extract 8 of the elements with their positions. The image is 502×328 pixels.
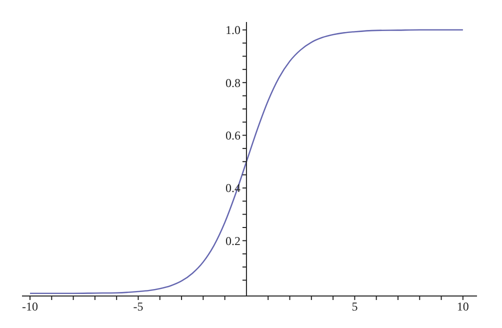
y-tick-label: 0.2 (225, 234, 240, 248)
y-tick-label: 1.0 (225, 23, 240, 38)
x-tick-label: -10 (22, 300, 38, 314)
y-tick-label: 0.6 (225, 128, 240, 143)
x-tick-label: -5 (133, 300, 144, 314)
x-tick-label: 5 (352, 300, 358, 314)
x-tick-label: 10 (456, 300, 469, 314)
y-tick-label: 0.8 (225, 76, 240, 90)
